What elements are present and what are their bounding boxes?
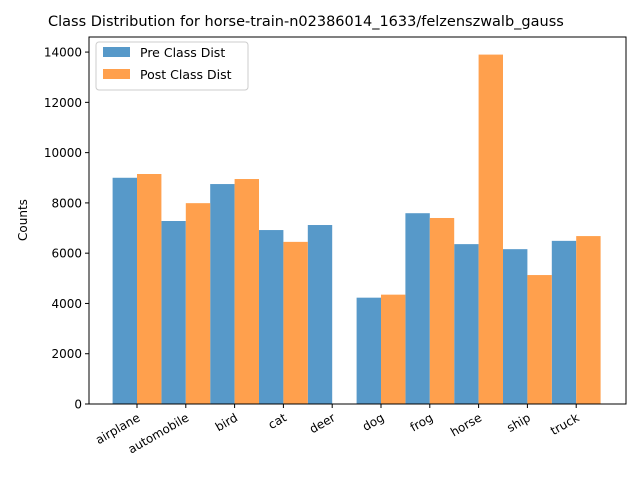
legend-label-post: Post Class Dist [140,67,232,82]
x-tick-label-deer: deer [307,410,338,436]
y-tick-label: 4000 [51,297,82,311]
legend-swatch-pre [103,47,130,57]
pre-bar-automobile [161,221,186,404]
pre-bar-frog [405,213,430,404]
post-bar-cat [283,241,308,404]
x-tick-label-bird: bird [213,410,240,434]
pre-bar-horse [454,244,479,404]
y-tick-label: 14000 [44,46,82,60]
post-bar-ship [527,275,552,404]
post-bar-bird [234,179,259,404]
axes-frame [88,36,627,405]
pre-bar-deer [307,225,333,404]
y-tick-label: 8000 [51,196,82,210]
x-tick-label-horse: horse [448,410,484,439]
x-tick-label-cat: cat [266,410,289,432]
y-axis-label: Counts [16,199,30,241]
legend: Pre Class Dist Post Class Dist [95,41,249,91]
post-bar-frog [429,217,455,404]
legend-label-pre: Pre Class Dist [140,45,225,60]
y-tick-label: 0 [74,398,82,412]
pre-bar-ship [503,249,528,404]
x-tick-label-truck: truck [548,410,582,438]
pre-bar-bird [210,184,235,404]
y-tick-label: 6000 [51,247,82,261]
legend-swatch-post [103,69,130,79]
post-bar-dog [381,294,406,404]
y-tick-label: 2000 [51,347,82,361]
legend-frame [95,41,249,91]
pre-bar-cat [259,230,284,404]
y-axis: 0 2000 4000 6000 8000 10000 12000 14000 [44,46,89,412]
post-bar-automobile [185,203,211,404]
pre-bar-truck [551,240,577,404]
x-tick-label-frog: frog [408,410,436,434]
post-bar-truck [576,236,601,404]
post-bar-horse [478,54,503,404]
post-bar-airplane [137,174,162,404]
y-tick-label: 12000 [44,96,82,110]
chart-title: Class Distribution for horse-train-n0238… [48,14,564,30]
pre-bar-dog [356,297,381,404]
pre-bar-airplane [112,177,137,404]
bars-layer [112,54,601,404]
y-tick-label: 10000 [44,146,82,160]
x-tick-label-ship: ship [504,410,532,435]
x-tick-label-dog: dog [360,410,387,433]
